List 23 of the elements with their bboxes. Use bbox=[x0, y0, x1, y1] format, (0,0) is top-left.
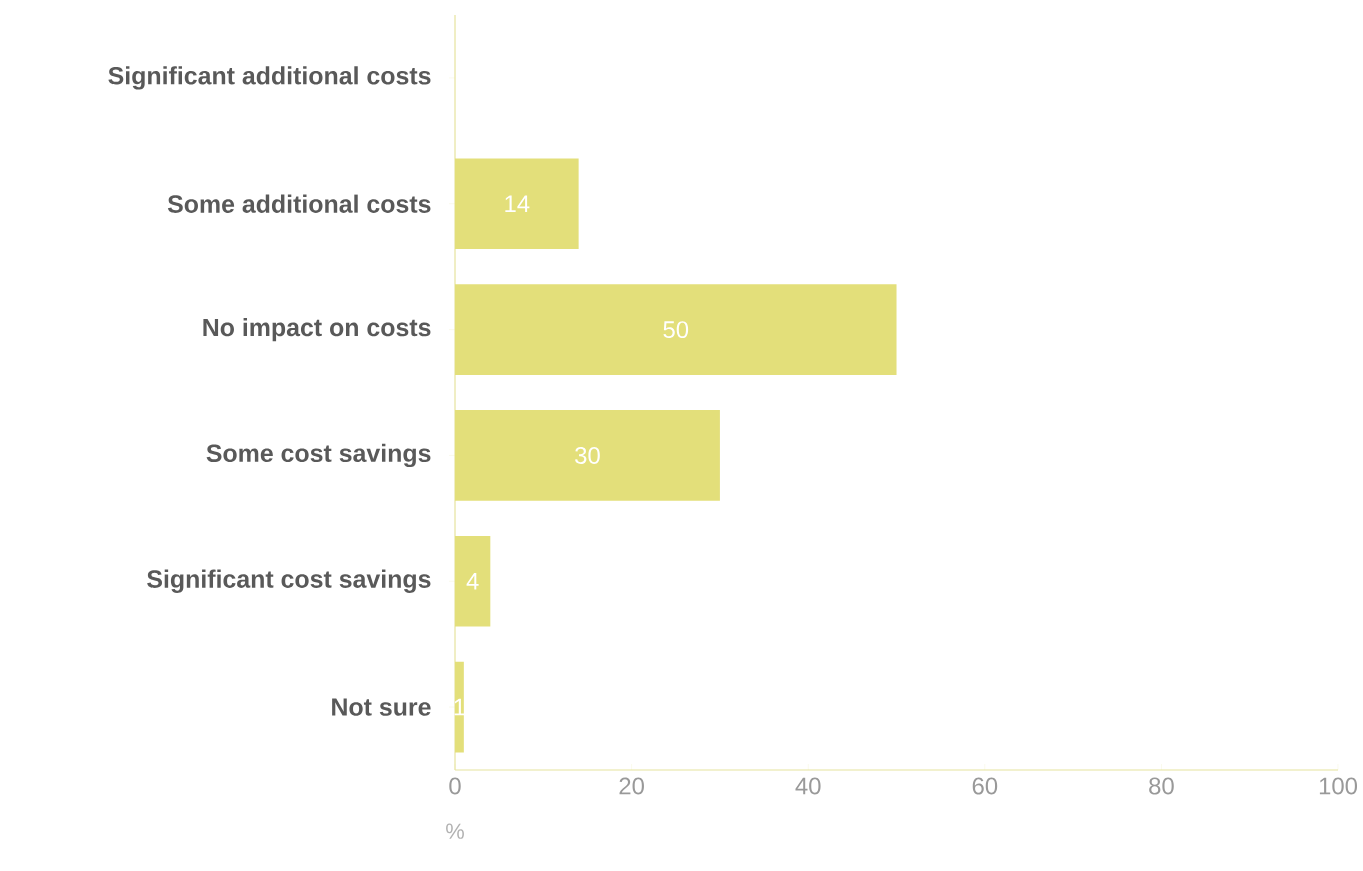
y-tick-label: Some additional costs bbox=[167, 194, 431, 213]
y-tick-label: Significant additional costs bbox=[108, 66, 431, 90]
data-label: 1 bbox=[454, 698, 465, 716]
bar bbox=[455, 661, 464, 753]
bar bbox=[455, 158, 579, 250]
y-tick-label: Significant cost savings bbox=[147, 569, 431, 593]
y-tick-label: Not sure bbox=[332, 698, 431, 716]
x-tick-label: 60 bbox=[972, 777, 998, 795]
bar bbox=[455, 410, 720, 501]
bar bbox=[455, 284, 897, 375]
y-tick-label: Some cost savings bbox=[206, 443, 431, 468]
x-tick-label: 20 bbox=[619, 777, 644, 795]
x-tick-label: 80 bbox=[1149, 777, 1174, 795]
x-axis-title: % bbox=[446, 823, 464, 839]
x-tick-label: 0 bbox=[449, 777, 461, 795]
x-tick-label: 40 bbox=[795, 777, 821, 795]
data-label: 30 bbox=[575, 446, 600, 464]
x-tick-label: 100 bbox=[1319, 777, 1358, 795]
data-label: 50 bbox=[663, 321, 689, 339]
data-label: 14 bbox=[505, 195, 530, 212]
bar bbox=[455, 535, 491, 627]
y-tick-label: No impact on costs bbox=[203, 317, 431, 342]
data-label: 4 bbox=[466, 573, 479, 590]
